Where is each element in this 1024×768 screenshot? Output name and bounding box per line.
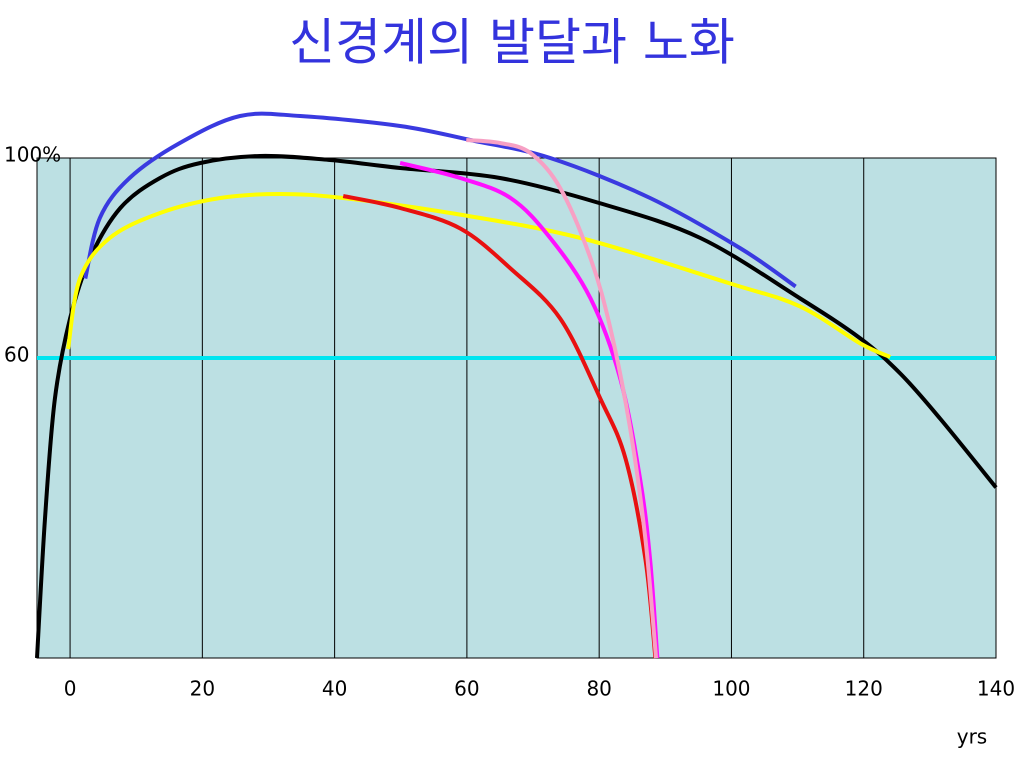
plot-border	[36, 157, 997, 659]
x-tick-label: 140	[977, 677, 1015, 701]
line-series	[83, 111, 797, 289]
x-tick-label: 40	[322, 677, 347, 701]
plot-area	[37, 158, 996, 658]
x-tick-label: 0	[64, 677, 77, 701]
x-tick-label: 120	[845, 677, 883, 701]
chart-title: 신경계의 발달과 노화	[289, 14, 735, 72]
y-tick-label: 60	[4, 343, 29, 367]
x-axis-label: yrs	[957, 725, 987, 749]
x-tick-label: 80	[586, 677, 611, 701]
line-series	[399, 161, 660, 659]
line-series	[342, 194, 658, 659]
line-series	[35, 153, 998, 659]
x-tick-label: 100	[712, 677, 750, 701]
x-tick-label: 60	[454, 677, 479, 701]
line-series	[466, 138, 659, 659]
x-tick-label: 20	[190, 677, 215, 701]
y-tick-label: 100%	[4, 143, 61, 167]
